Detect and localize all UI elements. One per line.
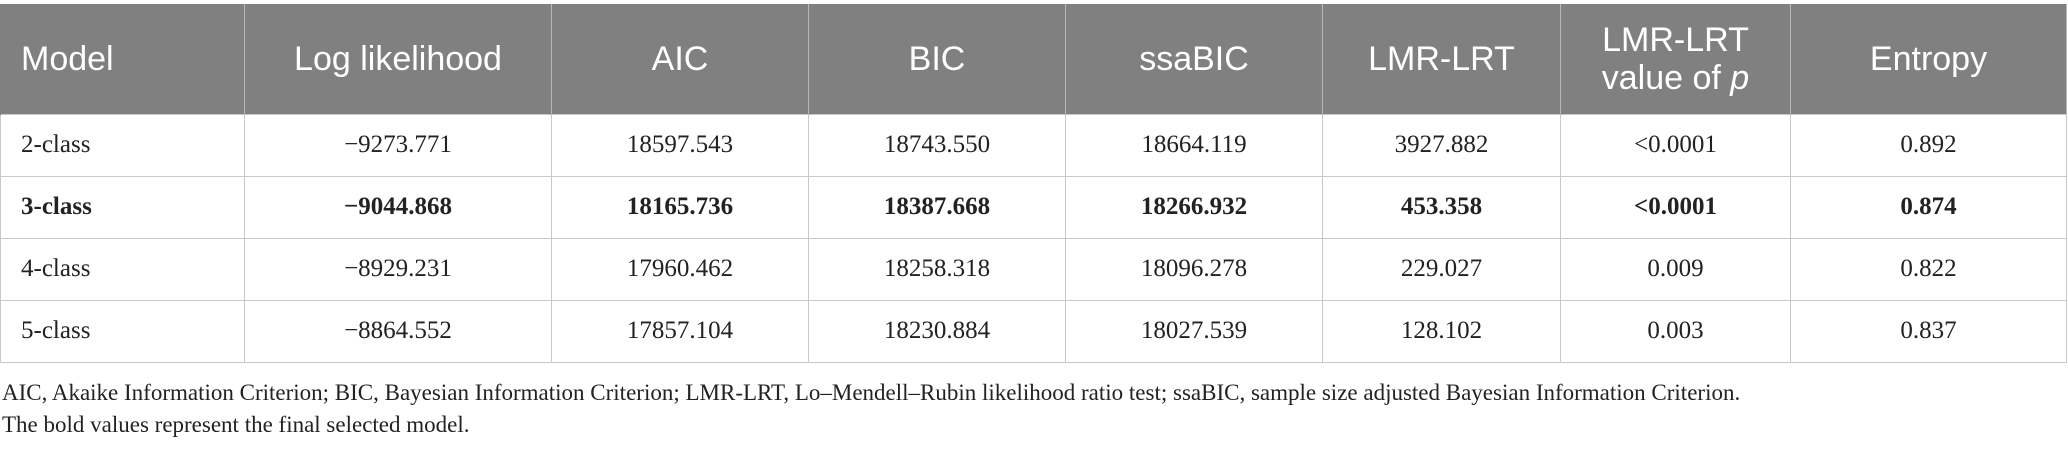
cell-log-likelihood: −9273.771 (244, 113, 552, 177)
abbreviations-note: AIC, Akaike Information Criterion; BIC, … (2, 380, 1741, 405)
cell-lmr-lrt-p: <0.0001 (1560, 113, 1791, 177)
header-p-italic: p (1730, 58, 1750, 97)
cell-ssabic: 18096.278 (1065, 237, 1323, 301)
header-entropy: Entropy (1790, 4, 2067, 114)
cell-aic: 18165.736 (551, 175, 809, 239)
cell-bic: 18230.884 (808, 299, 1066, 363)
header-lmr-lrt: LMR-LRT (1322, 4, 1561, 114)
cell-lmr-lrt: 3927.882 (1322, 113, 1561, 177)
header-ssabic: ssaBIC (1065, 4, 1323, 114)
cell-entropy: 0.892 (1790, 113, 2067, 177)
cell-aic: 17857.104 (551, 299, 809, 363)
cell-aic: 17960.462 (551, 237, 809, 301)
cell-lmr-lrt: 128.102 (1322, 299, 1561, 363)
cell-bic: 18387.668 (808, 175, 1066, 239)
cell-model: 5-class (0, 299, 245, 363)
model-fit-table-container: Model Log likelihood AIC BIC ssaBIC LMR-… (0, 4, 2067, 363)
cell-entropy: 0.874 (1790, 175, 2067, 239)
table-body: 2-class −9273.771 18597.543 18743.550 18… (0, 113, 2067, 363)
table-row: 5-class −8864.552 17857.104 18230.884 18… (0, 299, 2067, 363)
table-footnotes: AIC, Akaike Information Criterion; BIC, … (2, 377, 2062, 441)
cell-model: 4-class (0, 237, 245, 301)
table-row: 2-class −9273.771 18597.543 18743.550 18… (0, 113, 2067, 177)
model-fit-table: Model Log likelihood AIC BIC ssaBIC LMR-… (0, 4, 2067, 363)
cell-entropy: 0.822 (1790, 237, 2067, 301)
cell-lmr-lrt: 453.358 (1322, 175, 1561, 239)
cell-ssabic: 18266.932 (1065, 175, 1323, 239)
bold-values-note: The bold values represent the final sele… (2, 412, 470, 437)
header-model: Model (0, 4, 245, 114)
header-p-prefix: value of (1601, 58, 1731, 97)
cell-ssabic: 18664.119 (1065, 113, 1323, 177)
cell-aic: 18597.543 (551, 113, 809, 177)
header-lmr-lrt-p-line2: value of p (1571, 59, 1780, 97)
cell-log-likelihood: −8864.552 (244, 299, 552, 363)
cell-lmr-lrt: 229.027 (1322, 237, 1561, 301)
cell-ssabic: 18027.539 (1065, 299, 1323, 363)
header-log-likelihood: Log likelihood (244, 4, 552, 114)
cell-lmr-lrt-p: 0.009 (1560, 237, 1791, 301)
cell-log-likelihood: −9044.868 (244, 175, 552, 239)
cell-bic: 18258.318 (808, 237, 1066, 301)
table-header: Model Log likelihood AIC BIC ssaBIC LMR-… (0, 4, 2067, 114)
cell-model: 2-class (0, 113, 245, 177)
cell-lmr-lrt-p: 0.003 (1560, 299, 1791, 363)
table-row: 4-class −8929.231 17960.462 18258.318 18… (0, 237, 2067, 301)
cell-lmr-lrt-p: <0.0001 (1560, 175, 1791, 239)
header-lmr-lrt-p-value: LMR-LRT value of p (1560, 4, 1791, 114)
cell-model: 3-class (0, 175, 245, 239)
header-lmr-lrt-p-line1: LMR-LRT (1602, 20, 1749, 59)
cell-entropy: 0.837 (1790, 299, 2067, 363)
header-bic: BIC (808, 4, 1066, 114)
cell-log-likelihood: −8929.231 (244, 237, 552, 301)
table-row-selected: 3-class −9044.868 18165.736 18387.668 18… (0, 175, 2067, 239)
header-row: Model Log likelihood AIC BIC ssaBIC LMR-… (0, 4, 2067, 114)
header-aic: AIC (551, 4, 809, 114)
cell-bic: 18743.550 (808, 113, 1066, 177)
